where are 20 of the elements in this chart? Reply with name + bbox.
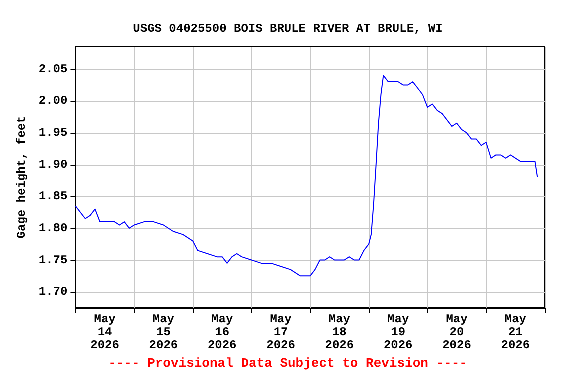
y-tick-label: 1.80 [38, 221, 68, 236]
x-tick-label: May 17 2026 [266, 312, 296, 352]
text: ---- Provisional Data Subject to Revision ---- [108, 356, 468, 371]
y-tick-label: 1.85 [38, 190, 68, 204]
y-tick-label: 1.75 [38, 253, 68, 268]
y-axis-title: Gage height, feet [15, 116, 29, 239]
y-tick-label: 2.05 [38, 62, 68, 76]
x-tick-label: May 15 2026 [149, 312, 178, 352]
x-tick-label: May 14 2026 [90, 312, 120, 352]
chart-title: USGS 04025500 BOIS BRULE RIVER AT BRULE, WI [133, 22, 443, 36]
x-tick-label: May 19 2026 [384, 312, 413, 352]
x-tick-label: May 20 2026 [442, 312, 472, 352]
y-tick-label: 1.95 [38, 126, 68, 140]
y-tick-label: 1.70 [38, 285, 68, 300]
line-series [75, 75, 538, 277]
x-tick-label: May 18 2026 [325, 312, 354, 352]
x-tick-label: May 16 2026 [208, 312, 237, 352]
x-tick-label: May 21 2026 [501, 312, 530, 352]
y-tick-label: 2.00 [38, 94, 68, 108]
y-tick-label: 1.90 [38, 158, 68, 172]
